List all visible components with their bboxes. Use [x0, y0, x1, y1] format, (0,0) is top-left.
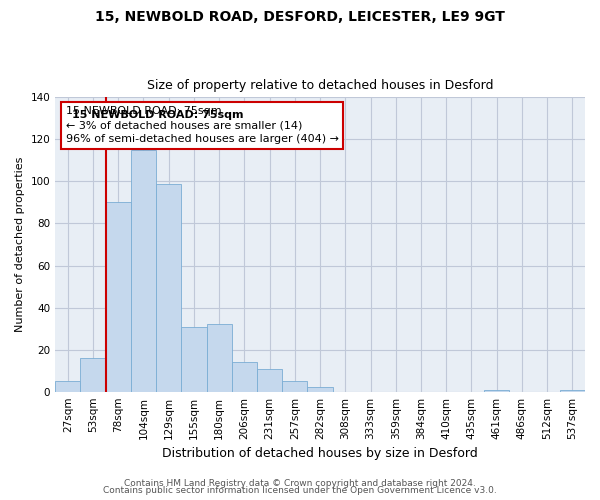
Text: 15, NEWBOLD ROAD, DESFORD, LEICESTER, LE9 9GT: 15, NEWBOLD ROAD, DESFORD, LEICESTER, LE… [95, 10, 505, 24]
Text: 15 NEWBOLD ROAD: 75sqm: 15 NEWBOLD ROAD: 75sqm [72, 110, 244, 120]
Bar [156, 184, 181, 392]
Title: Size of property relative to detached houses in Desford: Size of property relative to detached ho… [147, 79, 493, 92]
X-axis label: Distribution of detached houses by size in Desford: Distribution of detached houses by size … [162, 447, 478, 460]
Bar [106, 202, 131, 392]
Bar [484, 390, 509, 392]
Bar [55, 381, 80, 392]
Text: Contains HM Land Registry data © Crown copyright and database right 2024.: Contains HM Land Registry data © Crown c… [124, 478, 476, 488]
Bar [560, 390, 585, 392]
Bar [307, 388, 332, 392]
Y-axis label: Number of detached properties: Number of detached properties [15, 157, 25, 332]
Bar [80, 358, 106, 392]
Bar [257, 368, 282, 392]
Bar [181, 326, 206, 392]
Bar [131, 150, 156, 392]
Bar [282, 381, 307, 392]
Bar [232, 362, 257, 392]
Bar [206, 324, 232, 392]
Text: 15 NEWBOLD ROAD: 75sqm
← 3% of detached houses are smaller (14)
96% of semi-deta: 15 NEWBOLD ROAD: 75sqm ← 3% of detached … [66, 106, 339, 144]
Text: Contains public sector information licensed under the Open Government Licence v3: Contains public sector information licen… [103, 486, 497, 495]
